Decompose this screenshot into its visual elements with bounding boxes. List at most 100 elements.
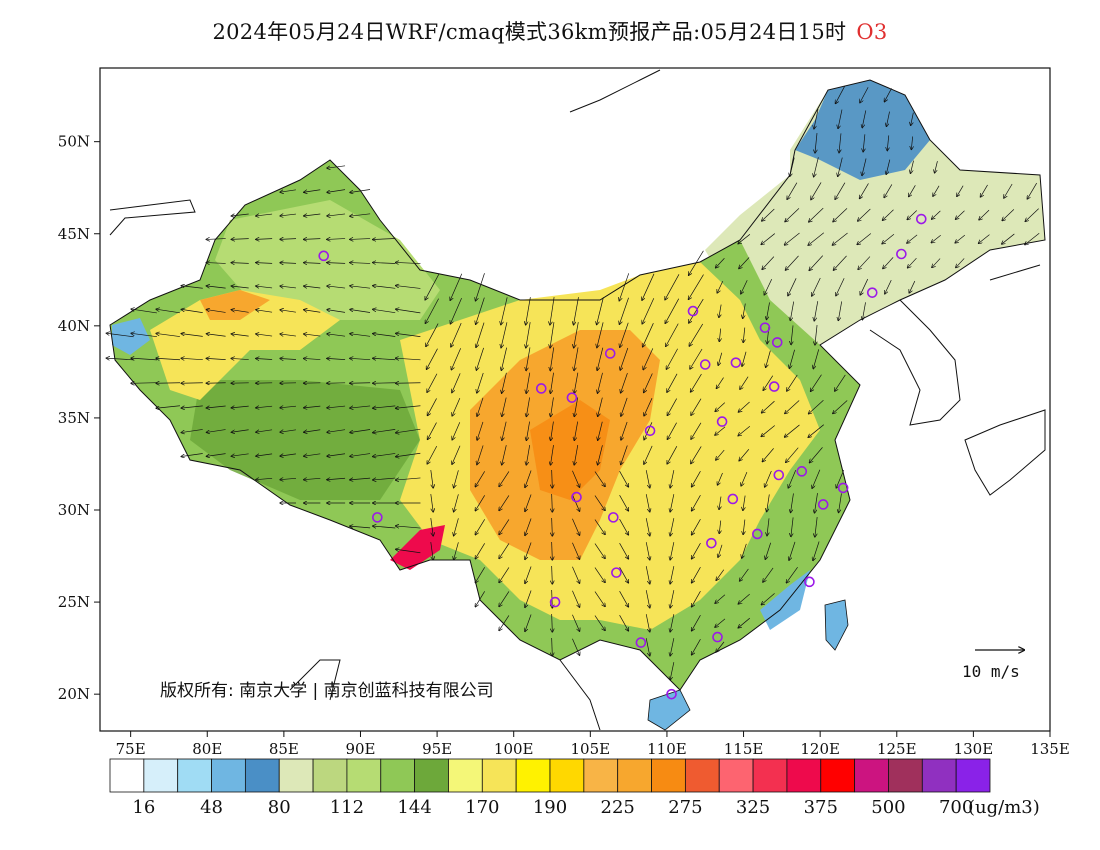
wind-arrow <box>933 185 940 196</box>
wind-arrow <box>743 303 746 319</box>
wind-arrow <box>181 405 203 408</box>
wind-arrow <box>621 397 628 416</box>
wind-arrow <box>525 470 532 488</box>
wind-arrow <box>231 286 249 288</box>
wind-arrow <box>475 471 485 486</box>
station-marker <box>535 383 547 394</box>
wind-arrow <box>742 351 747 366</box>
wind-arrow <box>231 334 249 337</box>
station-marker <box>644 425 656 437</box>
wind-arrow <box>716 449 725 460</box>
wind-arrow <box>717 280 724 293</box>
wind-arrow <box>667 422 677 440</box>
wind-arrow <box>477 397 484 416</box>
colorbar-swatch <box>786 758 822 793</box>
wind-arrow <box>550 444 554 465</box>
wind-arrow <box>594 495 605 511</box>
wind-arrow <box>644 422 653 439</box>
wind-arrow <box>550 347 555 370</box>
wind-arrow <box>911 136 912 149</box>
wind-arrow <box>327 429 346 433</box>
wind-arrow <box>526 445 531 465</box>
wind-arrow <box>1025 232 1040 245</box>
xinjiang-green-region <box>215 200 440 320</box>
wind-arrow <box>860 87 869 102</box>
wind-arrow <box>665 298 680 324</box>
wind-arrow <box>106 358 134 360</box>
wind-arrow <box>181 286 203 289</box>
wind-arrow <box>1025 208 1039 222</box>
wind-arrow <box>426 348 438 370</box>
wind-arrow <box>665 274 680 299</box>
wind-arrow <box>373 478 396 480</box>
wind-arrow <box>280 310 296 313</box>
wind-arrow <box>761 593 775 604</box>
wind-arrow <box>670 494 675 512</box>
wind-arrow <box>621 372 628 393</box>
wind-arrow <box>786 566 798 583</box>
wind-arrow <box>280 478 297 479</box>
wind-arrow <box>594 543 605 559</box>
wind-arrow <box>814 109 819 129</box>
colorbar-label: 325 <box>736 797 770 818</box>
wind-arrow <box>670 638 675 656</box>
title-text: 2024年05月24日WRF/cmaq模式36km预报产品:05月24日15时 <box>212 20 847 44</box>
wind-arrow <box>689 323 704 346</box>
wind-arrow <box>670 566 675 584</box>
colorbar-swatch <box>244 758 280 793</box>
wind-arrow <box>350 406 371 408</box>
station-marker <box>915 213 927 225</box>
wind-arrow <box>833 208 848 221</box>
wind-arrow <box>597 322 604 347</box>
wind-arrow <box>619 518 629 535</box>
wind-arrow <box>396 309 421 314</box>
wind-arrow <box>373 453 396 456</box>
y-axis-ticks: 50N 45N 40N 35N 30N 25N 20N <box>58 133 100 703</box>
wind-arrow <box>327 334 346 337</box>
wind-arrow <box>552 637 553 656</box>
wind-arrow <box>131 333 157 338</box>
colorbar-label: 700 <box>939 797 973 818</box>
wind-arrow <box>206 286 226 289</box>
wind-arrow <box>739 449 750 460</box>
wind-arrow <box>738 593 750 604</box>
station-marker <box>318 250 330 262</box>
station-marker <box>727 493 739 505</box>
wind-arrow <box>231 214 249 216</box>
wind-arrow <box>598 397 603 417</box>
colorbar: 16 48 80 112 144 170 190 225 275 325 375 500 700 <box>109 758 991 818</box>
wind-arrow <box>619 273 630 300</box>
wind-arrow <box>350 189 371 192</box>
wind-arrow <box>718 352 723 366</box>
wind-arrow <box>499 567 510 582</box>
wind-arrow <box>525 494 532 512</box>
wind-arrow <box>619 590 629 607</box>
wind-arrow <box>396 333 421 337</box>
wind-arrow <box>1004 183 1013 198</box>
wind-arrow <box>373 405 396 408</box>
wind-arrow <box>719 520 721 534</box>
station-marker <box>635 637 647 648</box>
wind-arrow <box>502 372 507 393</box>
wind-arrow <box>835 374 846 391</box>
wind-arrow <box>883 257 894 268</box>
wind-arrow <box>256 453 273 456</box>
wind-arrow <box>832 232 848 245</box>
wind-arrow <box>719 328 720 342</box>
wind-arrow <box>809 400 824 413</box>
wind-arrow <box>280 334 296 336</box>
wind-arrow <box>572 614 579 632</box>
wind-arrow <box>667 398 677 416</box>
wind-arrow <box>327 239 346 240</box>
wind-arrow <box>784 232 800 245</box>
wind-arrow <box>499 543 510 558</box>
x-tick-label: 85E <box>269 740 299 758</box>
wind-arrow <box>645 542 650 560</box>
wind-arrow <box>451 348 461 369</box>
x-tick-label: 130E <box>954 740 994 758</box>
wind-arrow <box>808 232 825 245</box>
wind-arrow <box>574 347 579 370</box>
wind-arrow <box>715 426 726 435</box>
wind-arrow <box>231 453 249 456</box>
wind-arrow <box>692 567 701 583</box>
